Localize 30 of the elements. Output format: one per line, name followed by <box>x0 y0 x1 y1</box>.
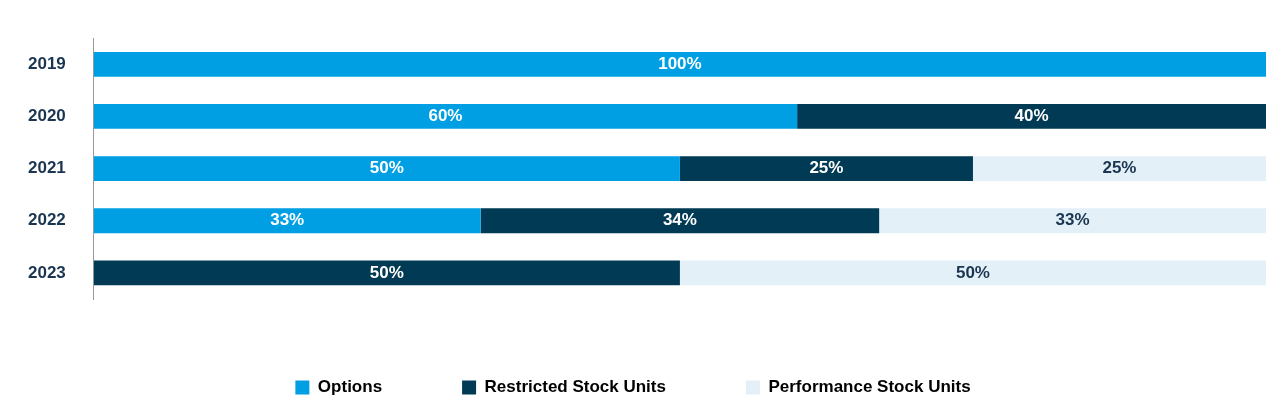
data-label: 33% <box>270 210 305 230</box>
bar <box>480 208 880 234</box>
y-tick-label: 2020 <box>27 106 66 126</box>
bar <box>972 156 1266 181</box>
y-tick-label: 2023 <box>27 262 66 282</box>
bar <box>679 156 973 181</box>
y-tick-label: 2021 <box>27 158 66 178</box>
bar <box>93 208 481 234</box>
bar <box>797 104 1266 129</box>
data-label: 100% <box>658 53 702 73</box>
legend-label: Restricted Stock Units <box>484 377 666 397</box>
data-label: 60% <box>428 106 463 126</box>
data-label: 25% <box>1102 158 1137 178</box>
y-tick-label: 2022 <box>27 210 66 230</box>
data-label: 33% <box>1055 210 1090 230</box>
legend-label: Performance Stock Units <box>768 377 971 397</box>
bar <box>679 260 1266 286</box>
bar <box>93 156 680 181</box>
legend-label: Options <box>317 377 383 397</box>
data-label: 50% <box>955 262 990 282</box>
bar <box>93 260 680 286</box>
data-label: 34% <box>662 210 697 230</box>
data-label: 50% <box>369 158 404 178</box>
data-label: 25% <box>809 158 844 178</box>
bar <box>93 51 1266 77</box>
bar <box>879 208 1266 234</box>
y-tick-label: 2019 <box>27 53 66 73</box>
data-label: 50% <box>369 262 404 282</box>
data-label: 40% <box>1014 106 1049 126</box>
bar <box>93 104 798 129</box>
